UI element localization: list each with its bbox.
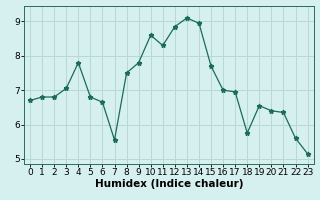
X-axis label: Humidex (Indice chaleur): Humidex (Indice chaleur) <box>94 179 243 189</box>
